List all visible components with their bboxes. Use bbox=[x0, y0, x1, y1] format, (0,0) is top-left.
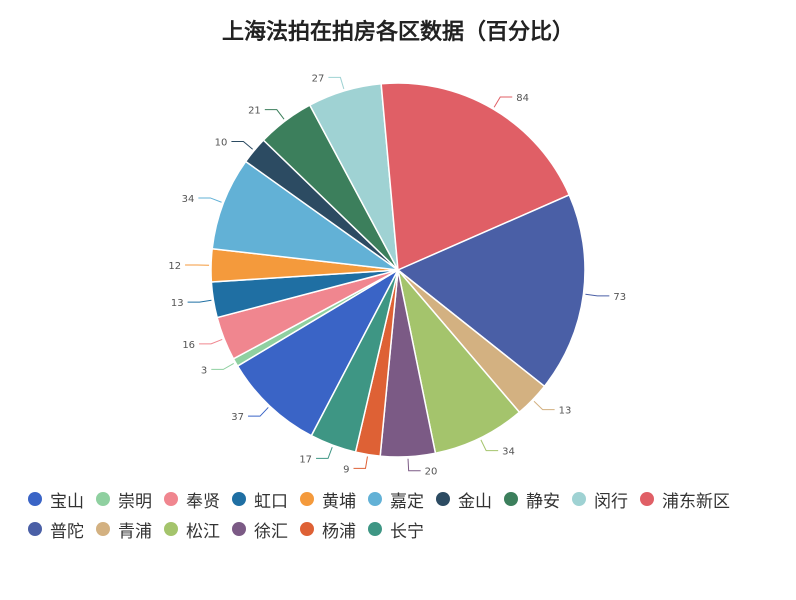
label-leader-3 bbox=[199, 338, 223, 345]
data-label-10: 84 bbox=[516, 93, 529, 104]
legend-label: 虹口 bbox=[254, 491, 288, 512]
chart-title: 上海法拍在拍房各区数据（百分比） bbox=[221, 20, 574, 45]
legend-label: 普陀 bbox=[50, 521, 84, 542]
legend-item-6[interactable]: 嘉定 bbox=[368, 484, 424, 514]
data-label-5: 12 bbox=[168, 261, 181, 272]
legend-swatch bbox=[96, 492, 110, 506]
data-label-9: 27 bbox=[312, 73, 325, 84]
data-label-8: 21 bbox=[248, 106, 261, 117]
data-label-6: 34 bbox=[182, 194, 195, 205]
legend-swatch bbox=[300, 492, 314, 506]
legend-label: 奉贤 bbox=[186, 491, 220, 512]
data-label-13: 34 bbox=[502, 447, 515, 458]
data-label-3: 16 bbox=[182, 340, 195, 351]
legend-label: 闵行 bbox=[594, 491, 628, 512]
legend-swatch bbox=[300, 522, 314, 536]
label-leader-1 bbox=[248, 407, 269, 417]
legend-item-11[interactable]: 普陀 bbox=[28, 514, 84, 544]
label-leader-13 bbox=[480, 439, 499, 452]
data-label-2: 3 bbox=[201, 365, 207, 376]
legend-item-4[interactable]: 虹口 bbox=[232, 484, 288, 514]
legend-swatch bbox=[572, 492, 586, 506]
label-leader-10 bbox=[493, 96, 513, 108]
legend-item-16[interactable]: 长宁 bbox=[368, 514, 424, 544]
data-label-1: 37 bbox=[231, 412, 244, 423]
label-leader-7 bbox=[231, 141, 253, 150]
pie-slice-6 bbox=[211, 160, 399, 271]
label-leader-6 bbox=[198, 197, 222, 203]
legend-label: 杨浦 bbox=[322, 521, 356, 542]
label-leader-2 bbox=[211, 363, 234, 370]
pie-slice-11 bbox=[396, 193, 586, 388]
legend-item-1[interactable]: 宝山 bbox=[28, 484, 84, 514]
legend-item-13[interactable]: 松江 bbox=[164, 514, 220, 544]
legend-item-3[interactable]: 奉贤 bbox=[164, 484, 220, 514]
data-label-16: 17 bbox=[299, 454, 312, 465]
legend-swatch bbox=[640, 492, 654, 506]
label-leader-4 bbox=[187, 299, 212, 303]
legend-swatch bbox=[368, 522, 382, 536]
legend-swatch bbox=[504, 492, 518, 506]
data-label-7: 10 bbox=[215, 138, 228, 149]
legend-swatch bbox=[368, 492, 382, 506]
legend-item-8[interactable]: 静安 bbox=[504, 484, 560, 514]
legend-swatch bbox=[436, 492, 450, 506]
label-leader-9 bbox=[328, 76, 345, 90]
label-leader-14 bbox=[407, 458, 421, 472]
legend-label: 崇明 bbox=[118, 491, 152, 512]
legend-swatch bbox=[164, 522, 178, 536]
legend-label: 青浦 bbox=[118, 521, 152, 542]
label-leader-11 bbox=[585, 293, 610, 297]
pie-chart: 37 3 16 13 12 34 10 21 27 84 73 13 34 20 9 17 bbox=[168, 73, 626, 478]
pie-slice-13 bbox=[397, 269, 521, 455]
legend-label: 嘉定 bbox=[390, 491, 424, 512]
legend-item-9[interactable]: 闵行 bbox=[572, 484, 628, 514]
legend-swatch bbox=[164, 492, 178, 506]
label-leader-16 bbox=[316, 447, 333, 459]
legend-item-12[interactable]: 青浦 bbox=[96, 514, 152, 544]
data-label-11: 73 bbox=[613, 292, 626, 303]
legend-swatch bbox=[232, 492, 246, 506]
data-label-15: 9 bbox=[343, 464, 349, 475]
legend-label: 黄埔 bbox=[322, 491, 356, 512]
legend-item-2[interactable]: 崇明 bbox=[96, 484, 152, 514]
legend-label: 松江 bbox=[186, 521, 220, 542]
pie-slice-1 bbox=[236, 267, 400, 437]
legend-label: 静安 bbox=[526, 491, 560, 512]
legend-item-7[interactable]: 金山 bbox=[436, 484, 492, 514]
label-leader-8 bbox=[264, 109, 285, 120]
legend-label: 宝山 bbox=[50, 491, 84, 512]
data-label-14: 20 bbox=[425, 467, 438, 478]
pie-slice-16 bbox=[310, 269, 399, 454]
legend-swatch bbox=[232, 522, 246, 536]
legend-label: 徐汇 bbox=[254, 521, 288, 542]
pie-slice-10 bbox=[380, 82, 571, 272]
data-label-4: 13 bbox=[171, 298, 184, 309]
legend-swatch bbox=[96, 522, 110, 536]
legend: 宝山 崇明 奉贤 虹口 黄埔 嘉定 金山 静安 闵行 浦东新区普陀 青浦 松江 徐汇 杨浦 长宁 bbox=[28, 484, 788, 544]
legend-label: 金山 bbox=[458, 491, 492, 512]
legend-item-5[interactable]: 黄埔 bbox=[300, 484, 356, 514]
legend-item-14[interactable]: 徐汇 bbox=[232, 514, 288, 544]
legend-swatch bbox=[28, 492, 42, 506]
label-leader-12 bbox=[533, 400, 555, 411]
label-leader-15 bbox=[353, 456, 368, 469]
legend-item-10[interactable]: 浦东新区 bbox=[640, 484, 730, 514]
legend-label: 浦东新区 bbox=[662, 491, 730, 512]
legend-label: 长宁 bbox=[390, 521, 424, 542]
legend-item-15[interactable]: 杨浦 bbox=[300, 514, 356, 544]
legend-swatch bbox=[28, 522, 42, 536]
data-label-12: 13 bbox=[559, 406, 572, 417]
